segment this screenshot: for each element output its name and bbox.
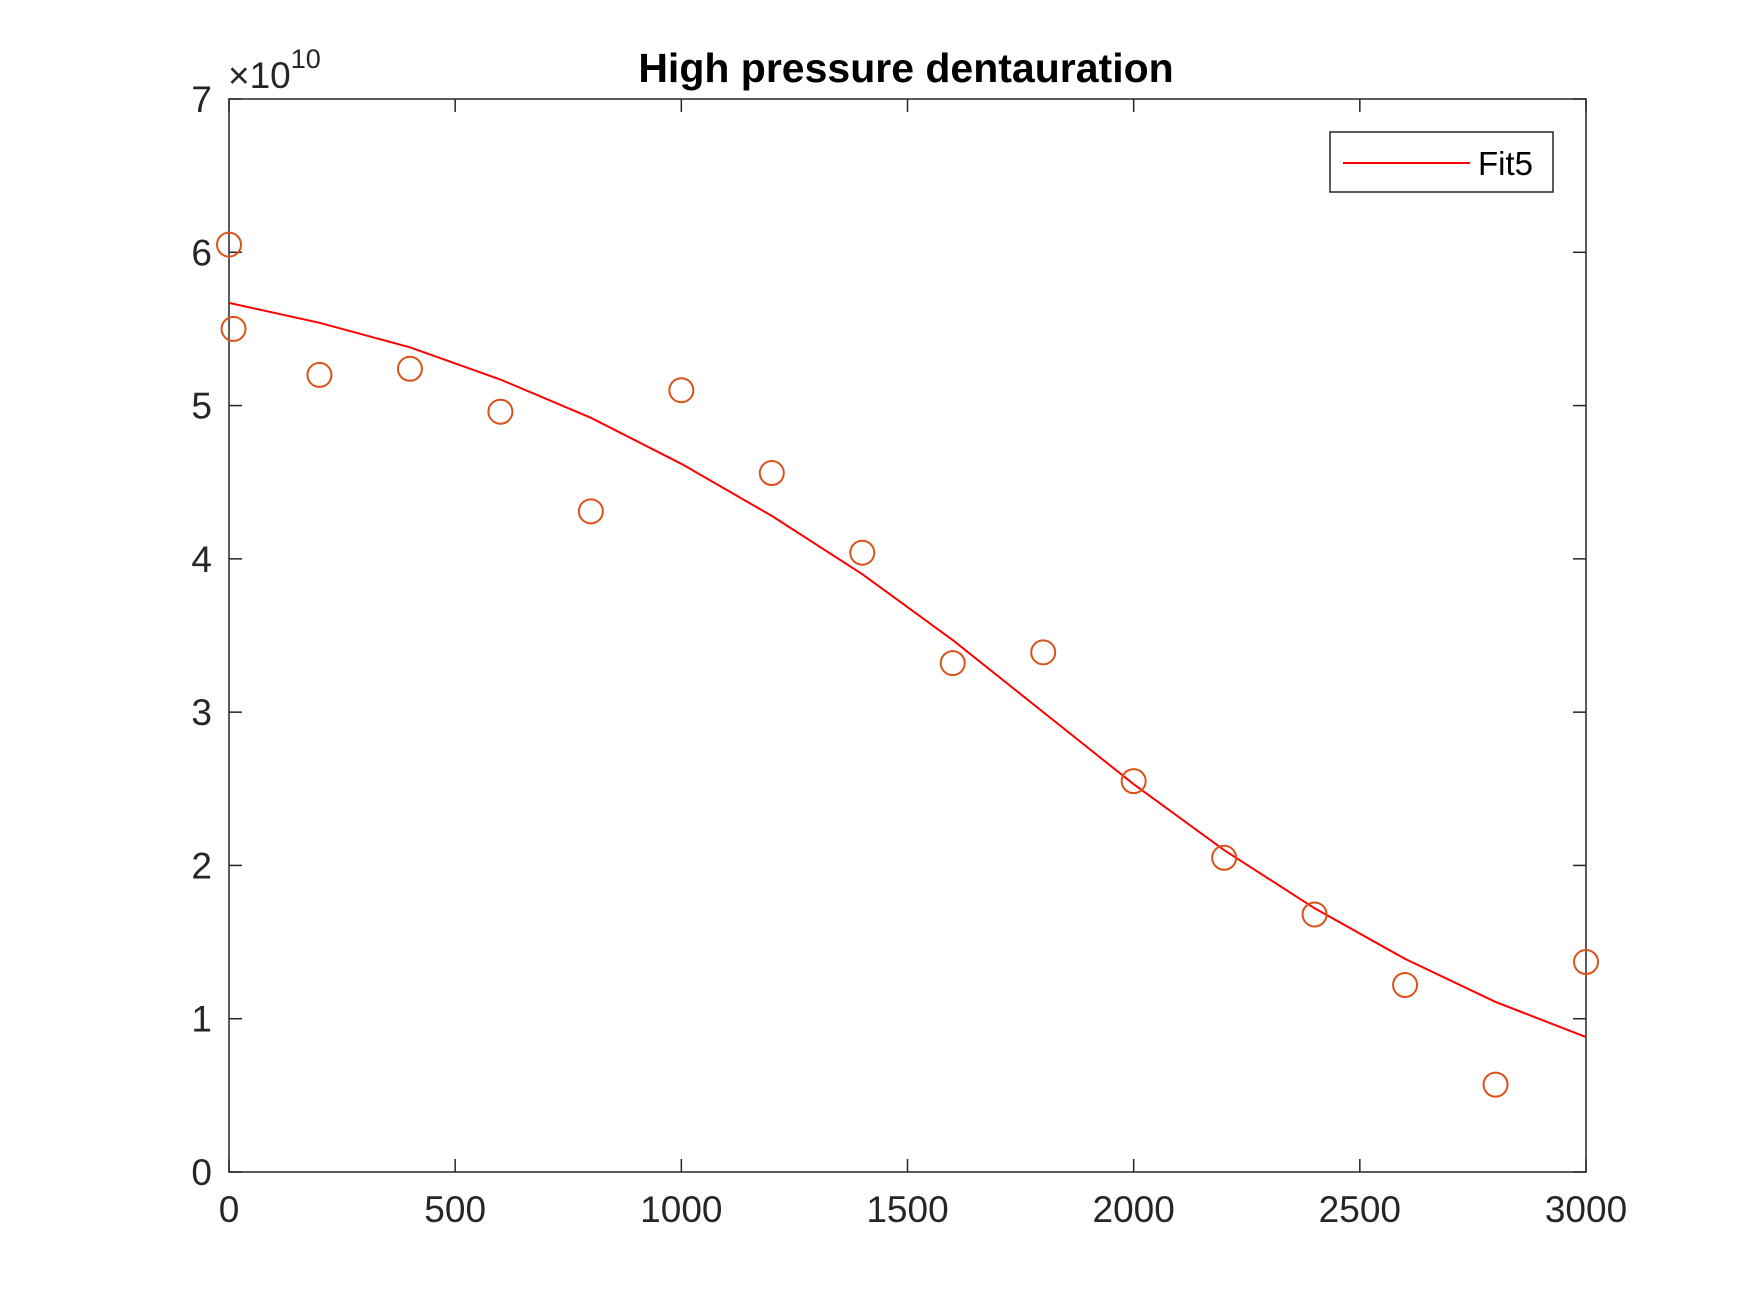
data-point [1120, 768, 1147, 795]
y-tick-label: 4 [191, 539, 212, 580]
x-tick-label: 500 [424, 1189, 486, 1230]
data-point [577, 498, 604, 525]
x-tick-label: 1500 [866, 1189, 948, 1230]
y-tick-label: 0 [191, 1152, 212, 1193]
y-tick-label: 5 [191, 386, 212, 427]
data-point [1573, 948, 1599, 975]
y-tick-label: 7 [191, 79, 212, 120]
data-point [668, 377, 695, 404]
data-point [487, 398, 514, 425]
y-exponent-power: 10 [291, 44, 321, 74]
x-axis: 0 500 1000 1500 2000 2500 3000 [219, 99, 1627, 1230]
x-tick-label: 3000 [1545, 1189, 1627, 1230]
y-exponent-base: ×10 [228, 55, 291, 96]
data-point [1392, 971, 1419, 998]
y-tick-label: 2 [191, 845, 212, 886]
y-axis: 0 1 2 3 4 5 6 7 [191, 79, 1586, 1193]
data-point [758, 460, 785, 487]
data-point [1030, 639, 1057, 666]
y-tick-label: 1 [191, 999, 212, 1040]
data-point [1211, 844, 1238, 871]
x-tick-label: 2000 [1093, 1189, 1175, 1230]
plot-area [228, 98, 1587, 1173]
data-points [216, 231, 1599, 1098]
y-exponent-label: ×1010 [228, 44, 321, 96]
data-point [849, 539, 876, 566]
legend-label-fit5: Fit5 [1478, 145, 1533, 182]
data-point [1301, 901, 1328, 928]
data-point [216, 231, 242, 258]
chart-title: High pressure dentauration [638, 45, 1173, 91]
series-line-fit5 [228, 301, 1587, 1039]
data-point [1482, 1071, 1509, 1098]
data-point [939, 650, 966, 677]
data-point [306, 361, 333, 388]
data-point [220, 315, 247, 342]
x-tick-label: 2500 [1319, 1189, 1401, 1230]
y-tick-label: 3 [191, 692, 212, 733]
fit-series [228, 301, 1587, 1039]
y-tick-label: 6 [191, 232, 212, 273]
x-tick-label: 0 [219, 1189, 240, 1230]
legend: Fit5 [1329, 131, 1554, 193]
data-point [396, 355, 423, 382]
x-tick-label: 1000 [640, 1189, 722, 1230]
